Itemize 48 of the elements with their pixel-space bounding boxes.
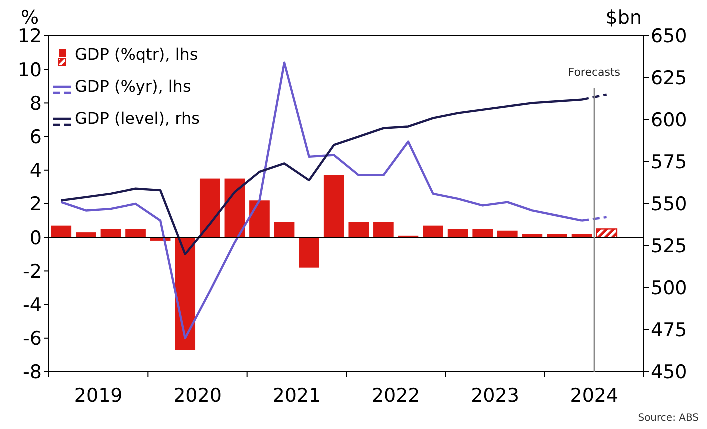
bar xyxy=(274,222,295,238)
y2-tick-label: 550 xyxy=(651,194,688,216)
y2-tick-label: 625 xyxy=(651,68,688,90)
y-tick-label: 10 xyxy=(18,59,42,82)
y2-tick-label: 650 xyxy=(651,26,688,48)
bar xyxy=(348,222,370,238)
y-tick-label: 4 xyxy=(30,160,42,182)
bar xyxy=(175,238,196,350)
bar xyxy=(547,234,568,238)
legend-label: GDP (level), rhs xyxy=(75,109,200,128)
y-tick-label: -4 xyxy=(23,294,42,316)
bar xyxy=(448,229,468,238)
y-tick-label: 6 xyxy=(30,126,42,148)
y-tick-label: -8 xyxy=(23,362,42,384)
x-tick-label: 2019 xyxy=(74,385,123,407)
bar xyxy=(423,226,444,238)
y2-tick-label: 600 xyxy=(651,110,688,132)
legend-label: GDP (%yr), lhs xyxy=(75,77,192,96)
bar xyxy=(100,229,122,238)
bar xyxy=(374,222,394,238)
bar xyxy=(299,238,320,268)
bar xyxy=(76,232,96,238)
x-tick-label: 2021 xyxy=(272,385,322,407)
y2-tick-label: 450 xyxy=(651,362,688,384)
x-tick-label: 2024 xyxy=(570,385,619,407)
y-tick-label: 0 xyxy=(30,227,42,250)
bar xyxy=(250,200,270,238)
y2-tick-label: 525 xyxy=(651,236,688,258)
bar xyxy=(200,178,220,238)
y-tick-label: -2 xyxy=(23,260,42,283)
y-tick-label: -6 xyxy=(23,328,42,350)
y2-tick-label: 500 xyxy=(651,278,688,300)
y2-tick-label: 575 xyxy=(651,152,688,174)
bar xyxy=(497,230,518,238)
bar xyxy=(472,229,494,238)
y2-tick-label: 475 xyxy=(651,320,688,342)
x-tick-label: 2022 xyxy=(372,385,420,407)
x-tick-label: 2020 xyxy=(174,385,222,407)
ref-line-label: Forecasts xyxy=(568,66,621,79)
y2-axis-title: $bn xyxy=(606,7,642,29)
y-tick-label: 2 xyxy=(30,194,42,216)
bar xyxy=(126,229,146,238)
bar xyxy=(51,226,72,238)
x-tick-label: 2023 xyxy=(471,385,520,407)
legend-label: GDP (%qtr), lhs xyxy=(75,45,198,64)
y-tick-label: 8 xyxy=(30,92,42,115)
bar xyxy=(324,175,344,238)
source-note: Source: ABS xyxy=(638,413,699,424)
